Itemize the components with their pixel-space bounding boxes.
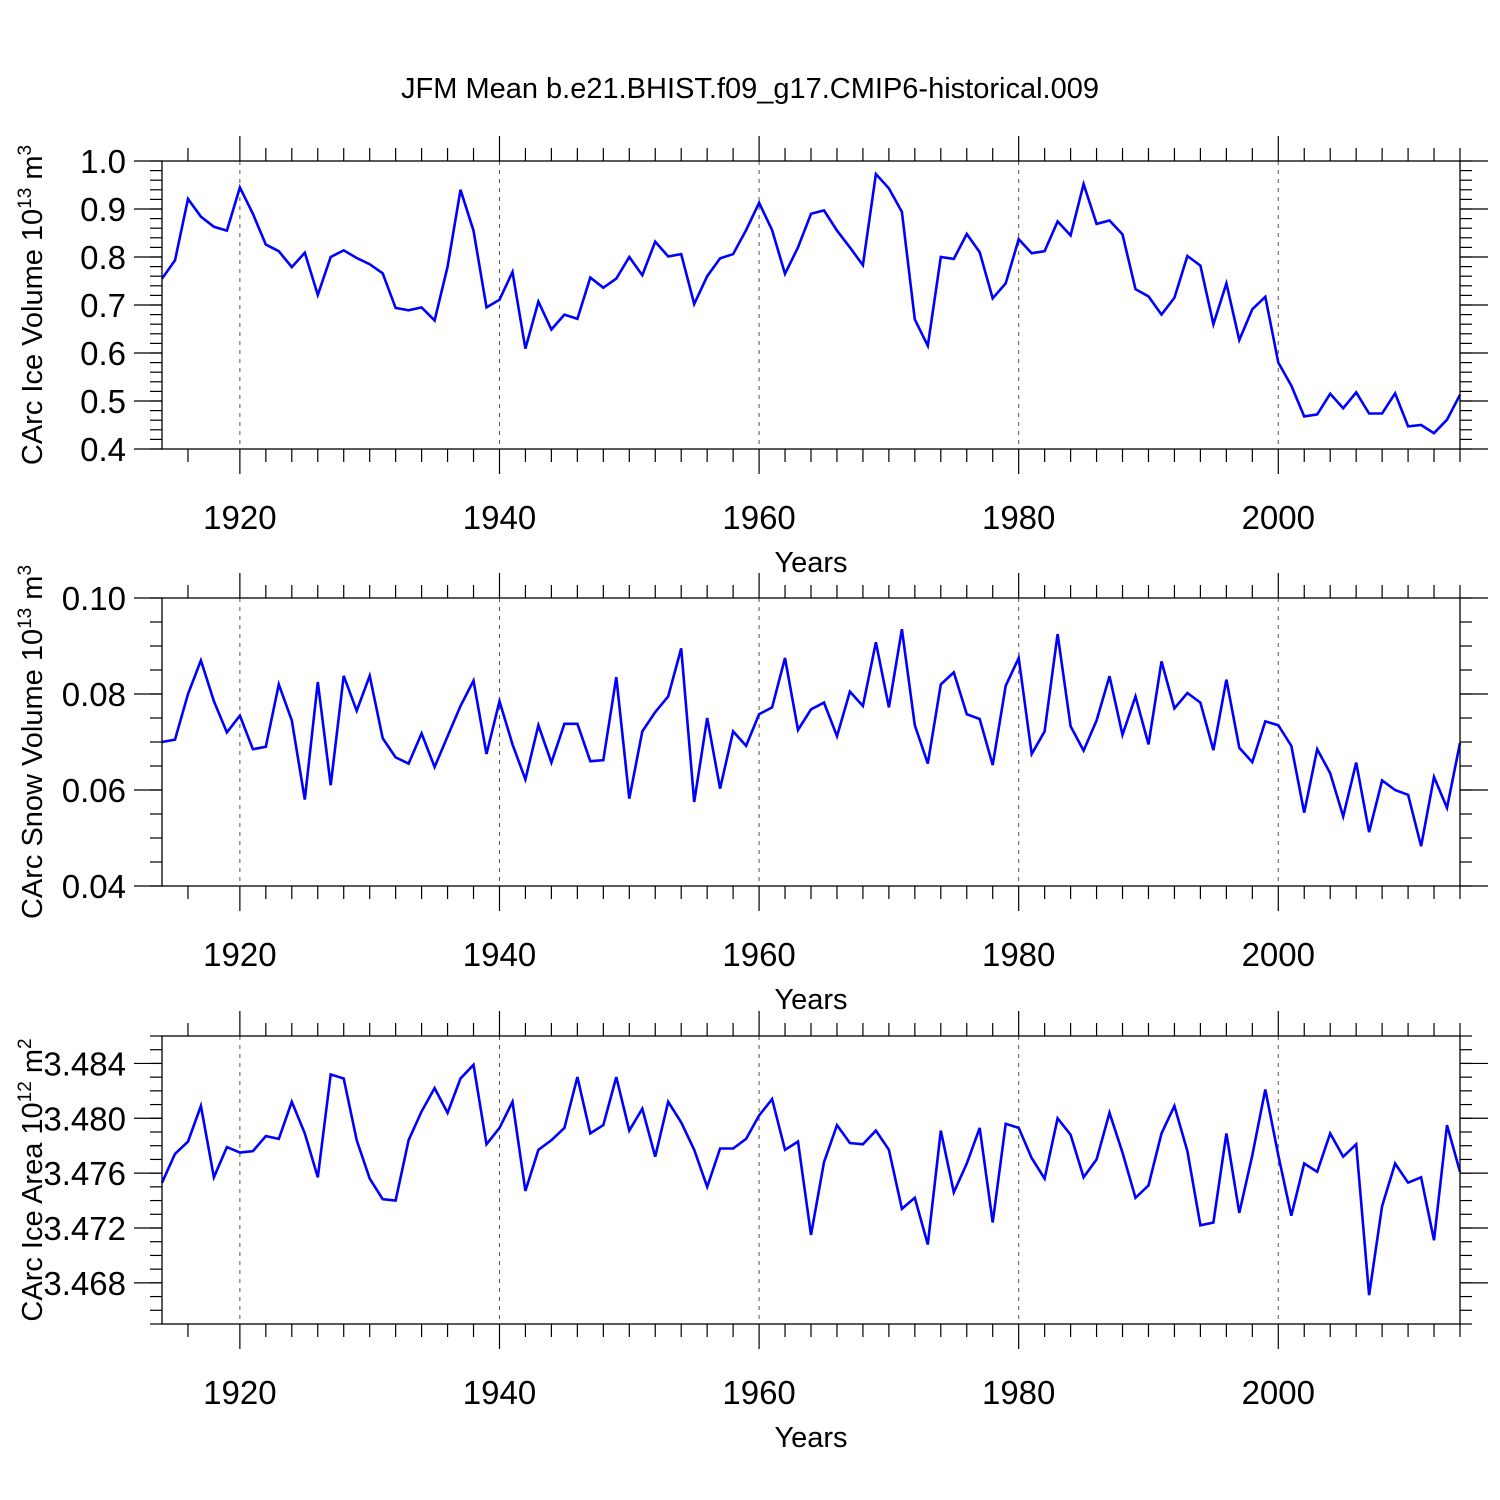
ice-volume-y-tick-label: 0.8 [80,239,126,276]
ice-area-x-tick-label: 2000 [1242,1374,1315,1411]
ice-area-grid [239,1036,1279,1324]
ice-area-y-tick-label: 3.480 [43,1100,126,1137]
snow-volume-y-axis-label: CArc Snow Volume 1013 m3 [15,565,49,919]
snow-volume-x-tick-label: 2000 [1242,936,1315,973]
ice-volume-y-label-text: CArc Ice Volume 10 [17,209,49,465]
ice-volume-y-axis-label: CArc Ice Volume 1013 m3 [15,145,49,465]
ice-area-x-axis-label: Years [774,1422,847,1454]
ice-volume-y-tick-label: 0.6 [80,335,126,372]
ice-area-y-label-unit: m [17,1049,49,1081]
snow-volume-y-label-unit-exp: 3 [15,565,36,576]
ice-volume-x-tick-label: 1920 [203,499,276,536]
ice-volume-x-tick-label: 1940 [463,499,536,536]
snow-volume-plot-frame [161,597,1461,887]
ice-area-x-tick-label: 1980 [982,1374,1055,1411]
snow-volume-y-tick-label: 0.08 [62,676,126,713]
ice-volume-x-ticks: 1920 1940 1960 1980 2000 [203,136,1315,536]
ice-volume-y-tick-label: 1.0 [80,143,126,180]
snow-volume-x-axis-label: Years [774,984,847,1016]
ice-volume-grid [239,161,1279,449]
ice-volume-plot-frame [161,160,1461,450]
snow-volume-minor-ticks [150,585,1472,899]
ice-volume-y-tick-label: 0.9 [80,191,126,228]
ice-area-x-tick-label: 1960 [722,1374,795,1411]
ice-volume-y-ticks: 0.4 0.5 0.6 0.7 0.8 0.9 1.0 [80,143,1488,468]
ice-volume-x-tick-label: 2000 [1242,499,1315,536]
ice-area-y-label-text: CArc Ice Area 10 [17,1102,49,1321]
ice-volume-series-line [160,171,1462,435]
ice-area-y-tick-label: 3.484 [43,1045,126,1082]
snow-volume-y-ticks: 0.04 0.06 0.08 0.10 [62,580,1488,905]
ice-area-x-tick-label: 1940 [463,1374,536,1411]
ice-volume-y-label-unit: m [17,155,49,187]
snow-volume-panel: 1920 1940 1960 1980 2000 0.04 0.06 0.08 0.10 Ye… [15,565,1488,1016]
ice-area-y-tick-label: 3.472 [43,1210,126,1247]
ice-area-plot-frame [161,1035,1461,1325]
ice-area-y-tick-label: 3.468 [43,1265,126,1302]
ice-volume-minor-ticks [150,148,1472,462]
snow-volume-y-label-exp: 13 [15,608,36,629]
snow-volume-y-tick-label: 0.10 [62,580,126,617]
ice-area-y-tick-label: 3.476 [43,1155,126,1192]
ice-volume-y-tick-label: 0.7 [80,287,126,324]
ice-area-x-ticks: 1920 1940 1960 1980 2000 [203,1011,1315,1411]
snow-volume-series-line [161,628,1462,847]
ice-volume-panel: 1920 1940 1960 1980 2000 0.4 0.5 0.6 0.7 0.8 0.9 1… [15,136,1488,579]
snow-volume-y-label-unit: m [17,576,49,608]
ice-volume-x-tick-label: 1980 [982,499,1055,536]
ice-area-minor-ticks [150,1023,1472,1337]
ice-volume-y-tick-label: 0.5 [80,383,126,420]
snow-volume-x-tick-label: 1960 [722,936,795,973]
ice-volume-x-axis-label: Years [774,547,847,579]
ice-area-series-line [160,1062,1462,1296]
snow-volume-x-ticks: 1920 1940 1960 1980 2000 [203,573,1315,973]
ice-area-y-label-exp: 12 [15,1081,36,1102]
ice-area-y-label-unit-exp: 2 [15,1038,36,1049]
snow-volume-y-tick-label: 0.04 [62,868,126,905]
ice-area-y-ticks: 3.468 3.472 3.476 3.480 3.484 [43,1045,1488,1302]
ice-volume-x-tick-label: 1960 [722,499,795,536]
snow-volume-x-tick-label: 1940 [463,936,536,973]
snow-volume-grid [239,598,1279,886]
ice-volume-y-tick-label: 0.4 [80,431,126,468]
snow-volume-x-tick-label: 1980 [982,936,1055,973]
ice-area-panel: 1920 1940 1960 1980 2000 3.468 3.472 3.476 3.48… [15,1011,1488,1454]
snow-volume-y-label-text: CArc Snow Volume 10 [17,629,49,919]
ice-area-y-axis-label: CArc Ice Area 1012 m2 [15,1038,49,1321]
figure-title: JFM Mean b.e21.BHIST.f09_g17.CMIP6-histo… [401,73,1099,105]
snow-volume-y-tick-label: 0.06 [62,772,126,809]
ice-volume-y-label-exp: 13 [15,188,36,209]
ice-volume-y-label-unit-exp: 3 [15,145,36,156]
ice-area-x-tick-label: 1920 [203,1374,276,1411]
snow-volume-x-tick-label: 1920 [203,936,276,973]
